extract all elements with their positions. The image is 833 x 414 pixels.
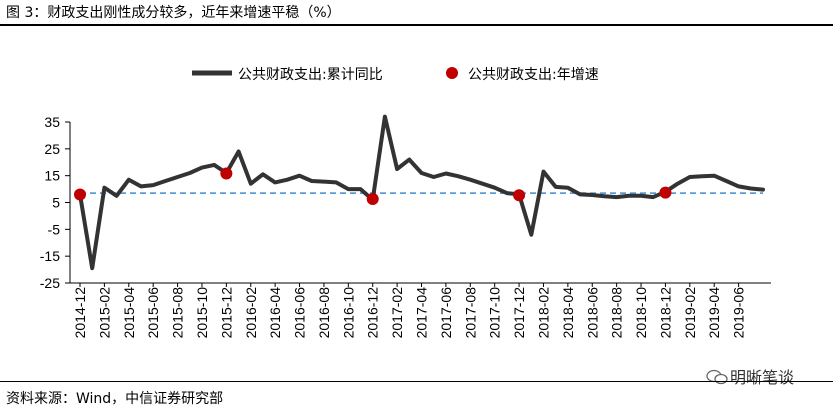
x-tick-label: 2016-12 — [365, 287, 381, 339]
x-tick-label: 2015-12 — [218, 287, 234, 339]
x-tick-label: 2014-12 — [72, 287, 88, 339]
x-tick-label: 2017-12 — [511, 287, 527, 339]
x-tick-label: 2015-08 — [170, 287, 186, 339]
annual-growth-point — [220, 167, 233, 180]
x-tick-label: 2019-04 — [706, 287, 722, 339]
x-tick-label: 2016-04 — [267, 287, 283, 339]
y-tick-label: 15 — [44, 168, 60, 184]
x-tick-label: 2017-08 — [462, 287, 478, 339]
x-tick-label: 2018-04 — [560, 287, 576, 339]
x-tick-label: 2018-02 — [535, 287, 551, 339]
y-tick-label: -5 — [48, 221, 61, 237]
x-tick-label: 2018-10 — [633, 287, 649, 339]
y-axis: 35 25 15 5 -5 -15 -25 — [40, 114, 71, 291]
x-tick-label: 2015-02 — [96, 287, 112, 339]
annual-growth-point — [366, 193, 379, 206]
legend-dot-swatch — [446, 67, 458, 79]
x-tick-label: 2016-02 — [243, 287, 259, 339]
source-rule — [0, 381, 833, 382]
y-tick-label: -25 — [40, 275, 60, 291]
y-tick-label: 35 — [44, 114, 60, 130]
x-tick-label: 2015-10 — [194, 287, 210, 339]
legend-label-dots: 公共财政支出:年增速 — [468, 67, 599, 83]
annual-growth-point — [74, 188, 86, 201]
x-tick-label: 2015-06 — [145, 287, 161, 339]
x-tick-label: 2016-06 — [292, 287, 308, 339]
x-tick-label: 2018-06 — [584, 287, 600, 339]
legend-label-line: 公共财政支出:累计同比 — [238, 67, 383, 83]
y-tick-label: 25 — [44, 141, 60, 157]
x-tick-label: 2017-10 — [487, 287, 503, 339]
line-chart: 公共财政支出:累计同比 公共财政支出:年增速 35 25 15 5 -5 -15 -25 2… — [40, 67, 771, 339]
x-axis: 2014-12 2015-02 2015-04 2015-06 2015-08 2015-… — [70, 282, 771, 339]
plot-area — [74, 114, 765, 271]
x-tick-label: 2016-08 — [316, 287, 332, 339]
x-tick-label: 2017-02 — [389, 287, 405, 339]
x-tick-label: 2018-08 — [609, 287, 625, 339]
x-tick-label: 2019-02 — [682, 287, 698, 339]
annual-growth-point — [659, 186, 672, 199]
annual-growth-point — [513, 189, 526, 202]
x-tick-label: 2019-06 — [731, 287, 747, 339]
x-tick-label: 2017-04 — [414, 287, 430, 339]
series-line-cumulative — [78, 114, 765, 271]
y-tick-label: -15 — [40, 248, 60, 264]
x-tick-label: 2018-12 — [657, 287, 673, 339]
x-tick-label: 2016-10 — [340, 287, 356, 339]
source-note: 资料来源：Wind，中信证券研究部 — [6, 391, 224, 407]
chart-title: 图 3：财政支出刚性成分较多，近年来增速平稳（%） — [6, 5, 341, 21]
watermark: 明晰笔谈 — [706, 364, 794, 388]
title-rule — [0, 24, 833, 26]
x-tick-label: 2017-06 — [438, 287, 454, 339]
wechat-icon — [706, 369, 728, 385]
watermark-text: 明晰笔谈 — [730, 368, 795, 387]
x-tick-label: 2015-04 — [121, 287, 137, 339]
y-tick-label: 5 — [52, 195, 60, 211]
legend: 公共财政支出:累计同比 公共财政支出:年增速 — [192, 67, 599, 83]
